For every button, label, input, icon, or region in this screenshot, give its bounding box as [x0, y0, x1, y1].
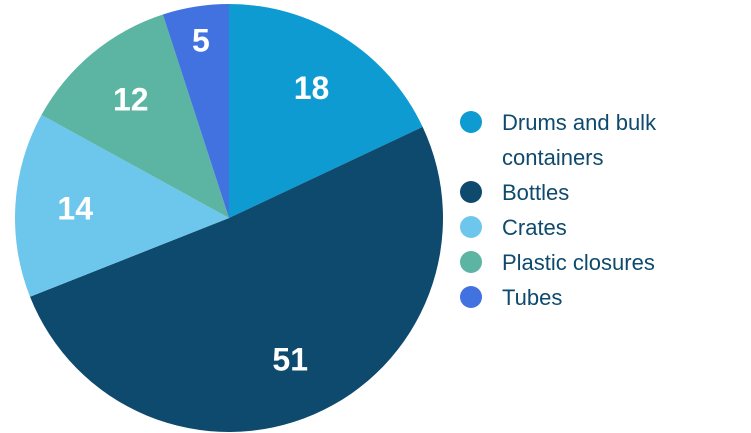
legend-item-plastic-closures: Plastic closures: [460, 250, 655, 275]
pie-slice-drums-and-bulk-containers: [229, 4, 423, 218]
data-label-drums-and-bulk-containers: 18: [294, 70, 330, 106]
pie-slice-plastic-closures: [41, 14, 230, 218]
pie-data-labels: 18 51 14 12 5: [57, 22, 329, 377]
data-label-crates: 14: [57, 190, 93, 226]
legend-marker-crates: [460, 216, 482, 238]
legend-label-crates: Crates: [502, 215, 567, 240]
chart-legend: Drums and bulk containers Bottles Crates Pla…: [460, 110, 657, 310]
legend-item-crates: Crates: [460, 215, 567, 240]
data-label-tubes: 5: [192, 22, 210, 58]
pie-slice-tubes: [162, 4, 229, 218]
legend-label-drums-and-bulk-containers: Drums and bulk: [502, 110, 657, 135]
pie-slices: [15, 4, 444, 433]
pie-slice-crates: [15, 114, 230, 297]
legend-marker-tubes: [460, 286, 482, 308]
legend-marker-bottles: [460, 181, 482, 203]
legend-item-tubes: Tubes: [460, 285, 562, 310]
data-label-plastic-closures: 12: [113, 81, 149, 117]
legend-item-bottles: Bottles: [460, 180, 569, 205]
legend-label-plastic-closures: Plastic closures: [502, 250, 655, 275]
pie-slice-bottles: [30, 126, 444, 433]
legend-label-drums-and-bulk-containers-line2: containers: [502, 145, 604, 170]
legend-item-drums-and-bulk-containers: Drums and bulk containers: [460, 110, 657, 170]
legend-marker-plastic-closures: [460, 251, 482, 273]
legend-label-tubes: Tubes: [502, 285, 562, 310]
legend-label-bottles: Bottles: [502, 180, 569, 205]
legend-marker-drums-and-bulk-containers: [460, 111, 482, 133]
data-label-bottles: 51: [272, 341, 308, 377]
